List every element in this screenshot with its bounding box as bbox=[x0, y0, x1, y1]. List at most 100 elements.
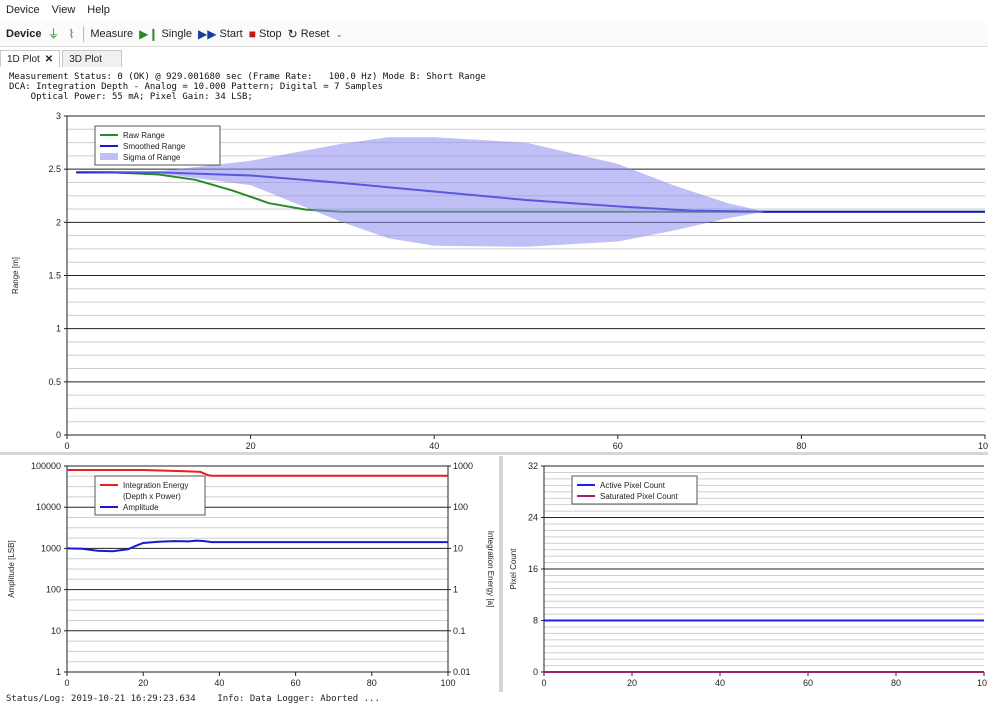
legend: Raw Range Smoothed Range Sigma of Range bbox=[95, 126, 220, 165]
reset-button[interactable]: ↻ Reset bbox=[288, 28, 330, 40]
x-tick-label: 20 bbox=[246, 441, 256, 451]
start-button[interactable]: ▶▶ Start bbox=[198, 28, 243, 40]
toolbar: Device ⏚ ⌇ Measure ▶❙ Single ▶▶ Start ■ Sto… bbox=[0, 22, 988, 47]
status-log: Status/Log: 2019-10-21 16:29:23.634 Info… bbox=[6, 694, 380, 704]
single-button[interactable]: ▶❙ Single bbox=[139, 28, 192, 40]
legend-swatch bbox=[100, 153, 118, 160]
x-tick-label: 0 bbox=[64, 678, 69, 688]
device-label: Device bbox=[6, 28, 41, 40]
tab-3d-plot-label: 3D Plot bbox=[69, 54, 102, 65]
y-tick-label: 1 bbox=[56, 324, 61, 334]
y2-tick-label: 1000 bbox=[453, 461, 473, 471]
y2-tick-label: 0.01 bbox=[453, 667, 471, 677]
measurement-status: Measurement Status: 0 (OK) @ 929.001680 … bbox=[9, 72, 486, 102]
plug-icon: ⏚ bbox=[47, 28, 59, 40]
legend: Active Pixel Count Saturated Pixel Count bbox=[572, 476, 697, 504]
step-forward-icon: ▶❙ bbox=[139, 28, 158, 40]
reset-label: Reset bbox=[301, 28, 330, 40]
range-chart: 0 0.5 1 1.5 2 2.5 3 0 20 40 60 80 10 Range [m] Raw Ran… bbox=[0, 108, 988, 452]
refresh-icon: ↻ bbox=[288, 28, 298, 40]
stop-button[interactable]: ■ Stop bbox=[249, 28, 282, 40]
menu-view[interactable]: View bbox=[46, 4, 82, 16]
unplug-icon: ⌇ bbox=[69, 28, 75, 40]
device-button[interactable]: Device bbox=[6, 28, 41, 40]
y-tick-label: 16 bbox=[528, 564, 538, 574]
legend-label: Amplitude bbox=[123, 503, 159, 512]
status-line: Optical Power: 55 mA; Pixel Gain: 34 LSB… bbox=[9, 92, 486, 102]
single-label: Single bbox=[161, 28, 192, 40]
x-tick-label: 80 bbox=[367, 678, 377, 688]
tab-strip: 1D Plot ✕ 3D Plot bbox=[0, 50, 124, 67]
legend-label: Integration Energy bbox=[123, 481, 188, 490]
x-tick-label: 40 bbox=[715, 678, 725, 688]
y-tick-label: 3 bbox=[56, 111, 61, 121]
y-tick-label: 2.5 bbox=[48, 164, 61, 174]
x-tick-label: 100 bbox=[440, 678, 455, 688]
x-tick-label: 40 bbox=[214, 678, 224, 688]
x-tick-label: 0 bbox=[64, 441, 69, 451]
y2-tick-label: 1 bbox=[453, 585, 458, 595]
y-axis-label: Pixel Count bbox=[509, 548, 518, 590]
legend-label: Raw Range bbox=[123, 131, 165, 140]
menu-device[interactable]: Device bbox=[0, 4, 46, 16]
tab-3d-plot[interactable]: 3D Plot bbox=[62, 50, 122, 67]
status-line: DCA: Integration Depth - Analog = 10.000… bbox=[9, 82, 486, 92]
y2-axis-label: Integration Energy [a] bbox=[486, 531, 495, 608]
status-line: Measurement Status: 0 (OK) @ 929.001680 … bbox=[9, 72, 486, 82]
fast-forward-icon: ▶▶ bbox=[198, 28, 216, 40]
y-tick-label: 100 bbox=[46, 585, 61, 595]
range-chart-panel: 0 0.5 1 1.5 2 2.5 3 0 20 40 60 80 10 Range [m] Raw Ran… bbox=[0, 108, 988, 452]
y-tick-label: 2 bbox=[56, 217, 61, 227]
pixel-count-chart-panel: 0 8 16 24 32 0 20 40 60 80 10 Pixel Count Active Pix… bbox=[504, 456, 988, 692]
y-tick-label: 10 bbox=[51, 626, 61, 636]
measure-button[interactable]: Measure bbox=[90, 28, 133, 40]
measure-label: Measure bbox=[90, 28, 133, 40]
y-tick-label: 32 bbox=[528, 461, 538, 471]
x-tick-label: 80 bbox=[891, 678, 901, 688]
y-tick-label: 1 bbox=[56, 667, 61, 677]
x-tick-label: 40 bbox=[429, 441, 439, 451]
legend-label: Smoothed Range bbox=[123, 142, 186, 151]
y2-tick-label: 100 bbox=[453, 502, 468, 512]
x-tick-label: 20 bbox=[138, 678, 148, 688]
y-tick-label: 24 bbox=[528, 513, 538, 523]
y-tick-label: 8 bbox=[533, 616, 538, 626]
y-tick-label: 1000 bbox=[41, 543, 61, 553]
amplitude-chart-panel: 1 0.01 10 0.1 100 1 1000 10 10000 100 100000 1000 0 2… bbox=[0, 456, 498, 692]
y-tick-label: 0 bbox=[56, 430, 61, 440]
menu-help[interactable]: Help bbox=[81, 4, 116, 16]
y-axis-label: Amplitude [LSB] bbox=[7, 540, 16, 597]
x-tick-label: 0 bbox=[541, 678, 546, 688]
x-tick-label: 20 bbox=[627, 678, 637, 688]
legend: Integration Energy (Depth x Power) Amplitu… bbox=[95, 476, 205, 515]
legend-label: Saturated Pixel Count bbox=[600, 492, 679, 501]
y2-tick-label: 10 bbox=[453, 543, 463, 553]
toolbar-divider bbox=[83, 26, 84, 42]
legend-label: (Depth x Power) bbox=[123, 492, 181, 501]
legend-label: Sigma of Range bbox=[123, 153, 181, 162]
y-axis-label: Range [m] bbox=[11, 257, 20, 294]
horizontal-splitter[interactable] bbox=[0, 452, 988, 455]
stop-label: Stop bbox=[259, 28, 282, 40]
x-tick-label: 60 bbox=[803, 678, 813, 688]
menu-bar: Device View Help bbox=[0, 0, 988, 20]
stop-icon: ■ bbox=[249, 28, 256, 40]
x-tick-label: 10 bbox=[978, 441, 988, 451]
x-tick-label: 80 bbox=[796, 441, 806, 451]
pixel-count-chart: 0 8 16 24 32 0 20 40 60 80 10 Pixel Count Active Pix… bbox=[504, 456, 988, 692]
x-tick-label: 60 bbox=[291, 678, 301, 688]
y-tick-label: 1.5 bbox=[48, 271, 61, 281]
x-tick-label: 60 bbox=[613, 441, 623, 451]
disconnect-button[interactable]: ⌇ bbox=[69, 28, 78, 40]
connect-button[interactable]: ⏚ bbox=[47, 28, 62, 40]
vertical-splitter[interactable] bbox=[499, 456, 503, 692]
start-label: Start bbox=[220, 28, 243, 40]
y2-tick-label: 0.1 bbox=[453, 626, 466, 636]
series-line bbox=[67, 470, 448, 476]
toolbar-overflow-icon[interactable]: ⌄ bbox=[335, 29, 343, 40]
y-tick-label: 100000 bbox=[31, 461, 61, 471]
close-icon[interactable]: ✕ bbox=[45, 54, 53, 65]
tab-1d-plot[interactable]: 1D Plot ✕ bbox=[0, 50, 60, 67]
series-line bbox=[67, 541, 448, 552]
